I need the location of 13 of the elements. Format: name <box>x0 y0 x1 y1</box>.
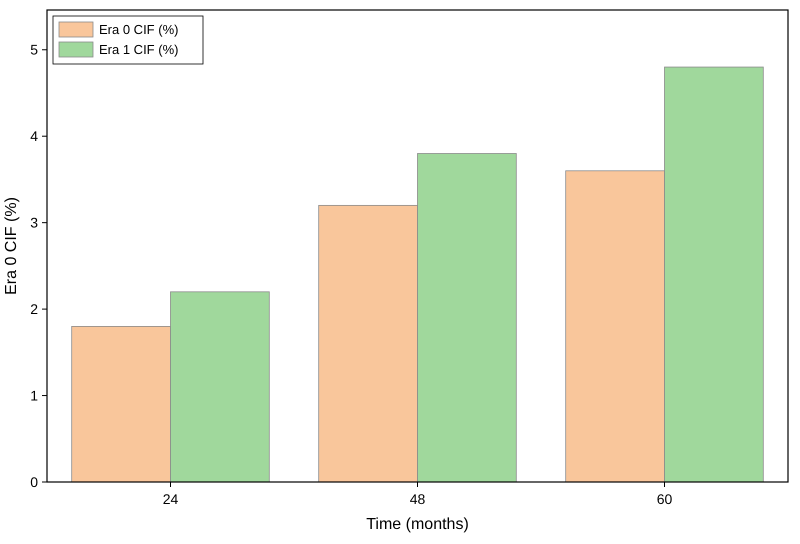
y-axis-title: Era 0 CIF (%) <box>3 197 20 295</box>
y-tick-label: 1 <box>30 387 38 404</box>
y-tick-label: 0 <box>30 474 38 490</box>
legend-label: Era 1 CIF (%) <box>99 42 178 57</box>
y-tick-label: 2 <box>30 301 38 318</box>
legend-label: Era 0 CIF (%) <box>99 22 178 37</box>
x-tick-label: 24 <box>162 491 178 507</box>
x-axis-title: Time (months) <box>366 516 469 533</box>
x-tick-label: 48 <box>410 491 426 507</box>
y-tick-label: 5 <box>30 42 38 58</box>
x-tick-label: 60 <box>656 491 672 507</box>
y-tick-label: 4 <box>30 128 38 144</box>
y-tick-label: 3 <box>30 214 38 231</box>
